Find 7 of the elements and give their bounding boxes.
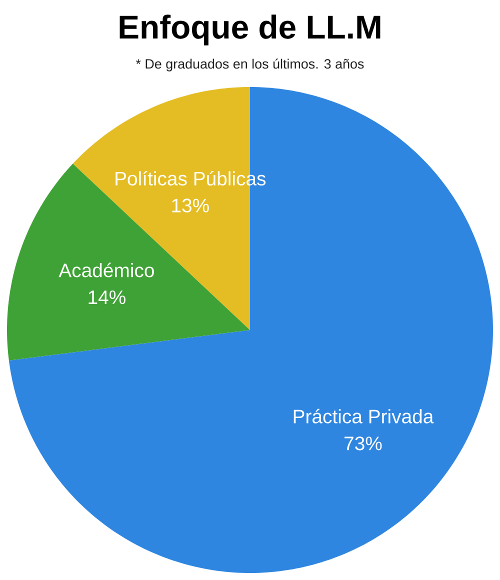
- chart-title: Enfoque de LL.M: [120, 14, 380, 46]
- slice-label: Académico: [58, 262, 154, 278]
- data-label: 13%: [172, 198, 209, 212]
- chart-subtitle: * De graduados en los últimos. 3 años: [136, 58, 364, 72]
- data-label: 14%: [88, 290, 126, 304]
- data-label: 73%: [344, 436, 382, 450]
- slice-label: Práctica Privada: [294, 408, 434, 424]
